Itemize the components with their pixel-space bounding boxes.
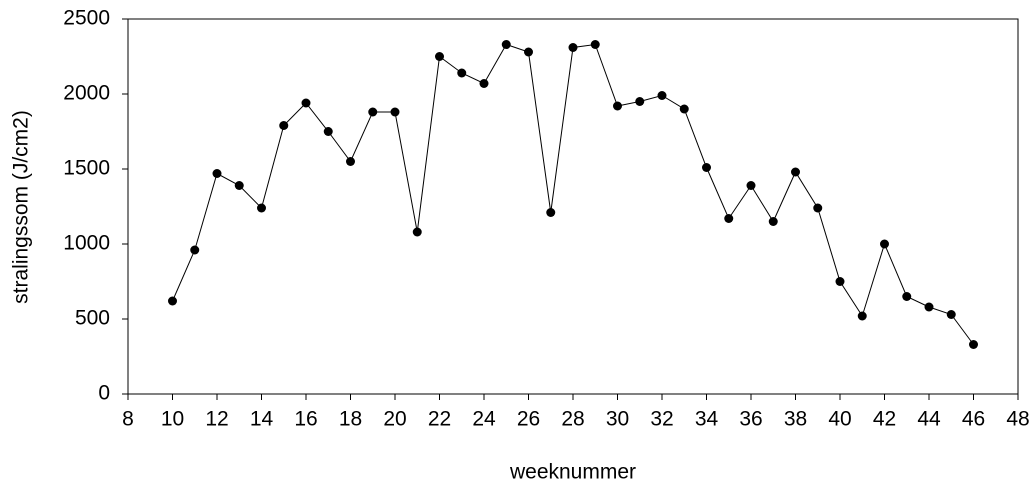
data-point <box>746 181 756 190</box>
x-tick-label: 16 <box>294 408 317 431</box>
data-point <box>635 97 645 106</box>
x-tick-label: 26 <box>517 408 540 431</box>
data-point <box>657 91 667 100</box>
data-point <box>435 52 444 61</box>
x-tick-label: 48 <box>1006 408 1029 431</box>
data-point <box>702 163 711 172</box>
data-point <box>679 104 689 114</box>
x-tick-label: 36 <box>739 408 762 431</box>
x-tick-label: 44 <box>917 408 941 431</box>
data-point <box>257 203 266 213</box>
data-point <box>590 40 600 49</box>
data-point <box>190 245 200 255</box>
data-point <box>301 98 311 108</box>
x-axis-label: weeknummer <box>509 461 636 484</box>
data-point <box>813 203 823 213</box>
x-tick-label: 22 <box>428 408 451 431</box>
data-point <box>368 107 378 117</box>
x-tick-label: 12 <box>205 408 228 431</box>
data-point <box>724 214 734 223</box>
y-tick-label: 500 <box>75 307 110 330</box>
data-point <box>479 79 489 88</box>
x-tick-label: 28 <box>561 408 584 431</box>
data-point <box>857 311 867 321</box>
data-point <box>791 167 800 177</box>
data-point <box>768 217 778 226</box>
data-point <box>946 310 956 319</box>
data-point <box>390 107 400 117</box>
data-point <box>279 121 289 130</box>
x-tick-label: 20 <box>383 408 406 431</box>
data-point <box>501 40 511 49</box>
x-tick-label: 32 <box>650 408 673 431</box>
y-tick-label: 1000 <box>63 232 110 255</box>
x-tick-label: 8 <box>122 408 134 431</box>
data-point <box>924 302 934 312</box>
x-tick-label: 34 <box>695 408 719 431</box>
data-point <box>902 292 912 301</box>
y-tick-label: 1500 <box>63 157 110 180</box>
x-tick-label: 40 <box>828 408 851 431</box>
data-point <box>412 227 422 237</box>
x-tick-label: 10 <box>161 408 184 431</box>
data-point <box>546 208 556 217</box>
x-tick-label: 30 <box>606 408 629 431</box>
data-point <box>568 43 578 52</box>
x-tick-label: 38 <box>784 408 807 431</box>
data-point <box>613 101 622 111</box>
data-point <box>323 127 333 136</box>
y-axis-label: stralingssom (J/cm2) <box>10 110 33 304</box>
data-point <box>234 181 244 190</box>
data-point <box>212 169 222 178</box>
x-tick-label: 42 <box>873 408 896 431</box>
y-tick-label: 2000 <box>63 82 110 105</box>
y-tick-label: 2500 <box>63 7 110 30</box>
x-tick-label: 14 <box>250 408 274 431</box>
data-point <box>346 157 355 166</box>
series-line <box>172 43 974 345</box>
x-tick-label: 46 <box>962 408 985 431</box>
data-point <box>524 47 533 57</box>
data-point <box>457 68 467 78</box>
x-tick-label: 24 <box>472 408 496 431</box>
data-point <box>969 340 978 349</box>
data-point <box>835 277 845 286</box>
y-tick-label: 0 <box>98 382 110 405</box>
data-point <box>168 296 177 306</box>
data-point <box>880 239 889 249</box>
x-tick-label: 18 <box>339 408 362 431</box>
